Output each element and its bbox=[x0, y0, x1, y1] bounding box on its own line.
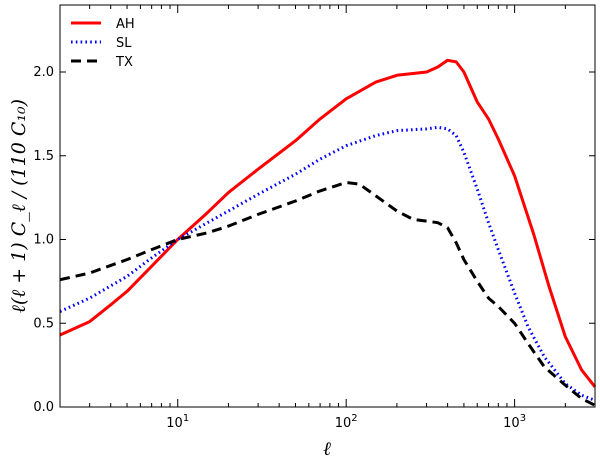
plot-frame bbox=[59, 4, 596, 408]
legend: AH SL TX bbox=[71, 17, 135, 70]
legend-label-tx: TX bbox=[115, 55, 133, 70]
y-tick-label: 1.5 bbox=[33, 149, 54, 164]
y-tick-label: 1.0 bbox=[33, 233, 54, 248]
tick-layer: 0.0 0.5 1.0 1.5 2.0 101 102 103 bbox=[33, 5, 596, 431]
series-line-ah bbox=[59, 58, 597, 388]
legend-label-sl: SL bbox=[116, 36, 132, 51]
y-tick-label: 0.0 bbox=[33, 400, 54, 415]
series-line-sl bbox=[59, 125, 596, 402]
y-tick-label: 2.0 bbox=[33, 65, 54, 80]
x-axis-label: ℓ bbox=[323, 438, 331, 460]
x-tick-label: 101 bbox=[166, 413, 189, 431]
x-tick-label: 102 bbox=[335, 413, 358, 431]
y-tick-label: 0.5 bbox=[33, 316, 54, 331]
series-line-tx bbox=[59, 181, 596, 407]
series-layer bbox=[59, 58, 597, 407]
legend-label-ah: AH bbox=[116, 17, 135, 32]
plot-area bbox=[60, 5, 595, 407]
y-axis-label: ℓ(ℓ + 1) C_ℓ / (110 C₁₀) bbox=[8, 99, 30, 313]
x-tick-label: 103 bbox=[503, 413, 526, 431]
